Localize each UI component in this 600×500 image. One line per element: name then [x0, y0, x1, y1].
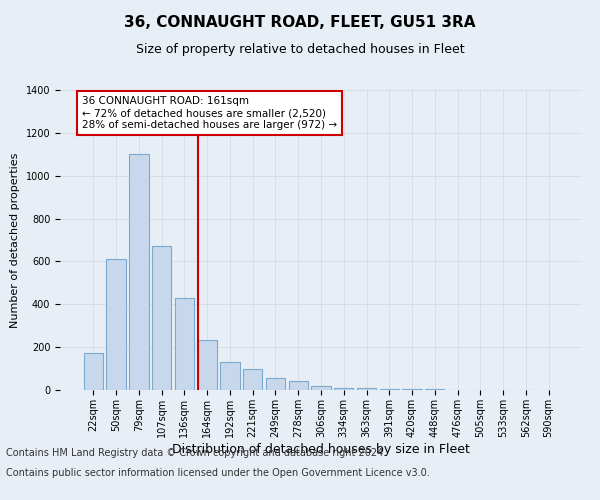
Text: 36, CONNAUGHT ROAD, FLEET, GU51 3RA: 36, CONNAUGHT ROAD, FLEET, GU51 3RA — [124, 15, 476, 30]
Bar — [84, 352, 103, 390]
Y-axis label: Number of detached properties: Number of detached properties — [10, 152, 20, 328]
Bar — [289, 382, 308, 390]
Bar — [311, 386, 331, 390]
Bar — [197, 340, 217, 390]
Bar — [106, 260, 126, 390]
Bar — [357, 388, 376, 390]
Bar — [243, 368, 262, 390]
Bar — [220, 362, 239, 390]
Bar — [266, 378, 285, 390]
Bar — [129, 154, 149, 390]
Bar — [175, 298, 194, 390]
Bar — [152, 246, 172, 390]
Text: Size of property relative to detached houses in Fleet: Size of property relative to detached ho… — [136, 42, 464, 56]
Bar — [334, 388, 353, 390]
Bar — [380, 389, 399, 390]
Text: Contains HM Land Registry data © Crown copyright and database right 2024.: Contains HM Land Registry data © Crown c… — [6, 448, 386, 458]
Text: Contains public sector information licensed under the Open Government Licence v3: Contains public sector information licen… — [6, 468, 430, 477]
X-axis label: Distribution of detached houses by size in Fleet: Distribution of detached houses by size … — [172, 442, 470, 456]
Text: 36 CONNAUGHT ROAD: 161sqm
← 72% of detached houses are smaller (2,520)
28% of se: 36 CONNAUGHT ROAD: 161sqm ← 72% of detac… — [82, 96, 337, 130]
